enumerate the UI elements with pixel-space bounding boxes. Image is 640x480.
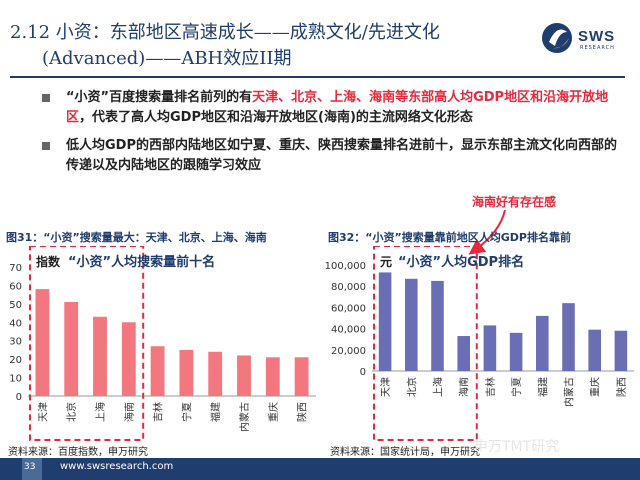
x-tick-label: 天津 <box>380 377 392 397</box>
chart-inner-title: “小资”人均GDP排名 <box>398 254 524 270</box>
bullet-text: “小资”百度搜索量排名前列的有 <box>66 90 253 105</box>
x-tick-label: 吉林 <box>152 402 165 422</box>
bullet-item: “小资”百度搜索量排名前列的有天津、北京、上海、海南等东部高人均GDP地区和沿海… <box>42 88 627 128</box>
bar-内蒙古 <box>237 355 251 396</box>
highlight-box <box>29 246 145 441</box>
bar-宁夏 <box>179 349 194 396</box>
bar-重庆 <box>265 357 280 396</box>
x-tick-label: 海南 <box>123 402 136 422</box>
logo-subtext: RESEARCH <box>580 45 615 51</box>
title-line-1: 2.12 小资：东部地区高速成长——成熟文化/先进文化 <box>10 22 440 43</box>
x-tick-label: 天津 <box>37 402 49 422</box>
y-tick-label: 70 <box>9 263 22 274</box>
bullet-square-icon <box>42 142 50 150</box>
x-tick-label: 北京 <box>405 377 418 397</box>
page-title: 2.12 小资：东部地区高速成长——成熟文化/先进文化 (Advanced)——… <box>10 20 530 72</box>
y-tick-label: 80,000 <box>331 282 366 293</box>
bar-吉林 <box>483 325 497 371</box>
y-tick-label: 40 <box>9 318 22 329</box>
y-tick-label: 30 <box>9 337 22 348</box>
bullet-item: 低人均GDP的西部内陆地区如宁夏、重庆、陕西搜索量排名进前十，显示东部主流文化向… <box>42 136 627 176</box>
y-tick-label: 0 <box>16 392 22 403</box>
x-tick-label: 福建 <box>209 402 222 422</box>
sws-logo-icon <box>542 23 572 53</box>
bar-重庆 <box>588 329 601 371</box>
x-tick-label: 福建 <box>536 377 549 397</box>
y-tick-label: 60,000 <box>331 303 366 314</box>
figure32-source: 资料来源：国家统计局，申万研究 <box>330 447 480 458</box>
bar-内蒙古 <box>562 303 575 371</box>
x-tick-label: 内蒙古 <box>238 402 251 432</box>
x-tick-label: 上海 <box>432 377 445 397</box>
x-tick-label: 陕西 <box>296 402 309 422</box>
bar-福建 <box>536 315 549 371</box>
bar-宁夏 <box>509 332 523 371</box>
chart-gdp-per-capita: 0 20,000 40,000 60,000 80,000 100,000 天津 北京 上海 海南… <box>325 246 634 441</box>
bullet-text: 低人均GDP的西部内陆地区如宁夏、重庆、陕西搜索量排名进前十，显示东部主流文化向… <box>66 138 617 173</box>
bar-北京 <box>405 278 418 371</box>
figure31-title: 图31：“小资”搜索量最大：天津、北京、上海、海南 <box>6 231 267 244</box>
bar-陕西 <box>614 330 628 371</box>
unit-label: 元 <box>380 255 392 269</box>
y-tick-label: 10 <box>9 374 22 385</box>
bar-福建 <box>208 351 223 396</box>
x-tick-label: 宁夏 <box>510 377 523 397</box>
bar-陕西 <box>294 357 309 396</box>
bar-上海 <box>93 316 107 396</box>
x-tick-label: 重庆 <box>267 402 280 422</box>
chart-search-volume: 0 10 20 30 40 50 60 70 天津 北京 上海 海南 吉林 宁夏 福建 内蒙古 重庆 陕西 指数 “小… <box>9 246 316 441</box>
logo-text: SWS <box>578 28 616 45</box>
bar-天津 <box>378 272 392 371</box>
x-tick-label: 吉林 <box>484 377 497 397</box>
x-tick-label: 陕西 <box>615 377 628 397</box>
bar-天津 <box>35 289 50 396</box>
x-tick-label: 上海 <box>94 402 107 422</box>
bar-上海 <box>431 280 444 371</box>
y-tick-label: 50 <box>9 300 22 311</box>
y-tick-label: 20 <box>9 355 22 366</box>
x-tick-label: 宁夏 <box>180 402 193 422</box>
page-tab <box>22 458 42 480</box>
x-tick-label: 海南 <box>458 377 471 397</box>
x-tick-label: 重庆 <box>589 377 602 397</box>
bullet-square-icon <box>42 94 50 102</box>
y-tick-label: 60 <box>9 281 22 292</box>
title-line-2: (Advanced)——ABH效应II期 <box>42 48 292 69</box>
highlight-text: 天津、北京、上海、海南等东部高人均GDP地区和沿海开放地区 <box>66 90 609 125</box>
page-number: 33 <box>24 462 36 472</box>
unit-label: 指数 <box>36 254 61 269</box>
bar-吉林 <box>150 346 165 396</box>
title-divider <box>10 76 625 78</box>
y-tick-label: 20,000 <box>331 346 366 357</box>
y-tick-label: 40,000 <box>331 325 366 336</box>
figure31-source: 资料来源：百度指数，申万研究 <box>8 447 148 458</box>
callout-text: 海南好有存在感 <box>472 195 557 209</box>
x-tick-label: 北京 <box>65 402 78 422</box>
figure32-title: 图32：“小资”搜索量靠前地区人均GDP排名靠前 <box>328 231 571 244</box>
chart-inner-title: “小资”人均搜索量前十名 <box>68 254 215 270</box>
bar-海南 <box>121 322 136 396</box>
bullet-text: ，代表了高人均GDP地区和沿海开放地区(海南)的主流网络文化形态 <box>79 110 473 125</box>
footer-url-link[interactable]: www.swsresearch.com <box>60 461 174 472</box>
watermark: 申万TMT研究 <box>474 439 560 455</box>
footer-bar <box>0 458 640 480</box>
y-tick-label: 100,000 <box>325 261 366 272</box>
x-tick-label: 内蒙古 <box>563 377 576 407</box>
bar-海南 <box>457 336 470 371</box>
y-tick-label: 0 <box>360 367 366 378</box>
bullet-list: “小资”百度搜索量排名前列的有天津、北京、上海、海南等东部高人均GDP地区和沿海… <box>42 88 627 184</box>
bar-北京 <box>64 302 79 396</box>
